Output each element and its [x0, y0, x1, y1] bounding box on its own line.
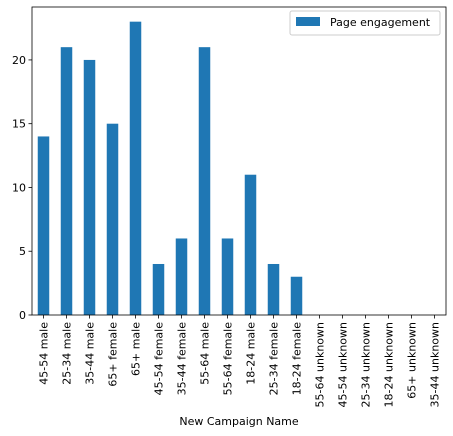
bar	[106, 123, 119, 315]
y-tick-label: 0	[19, 309, 26, 322]
y-axis: 0 5 10 15 20	[12, 54, 32, 322]
x-tick-label: 65+ female	[107, 322, 120, 387]
x-tick-label: 55-64 unknown	[314, 322, 327, 407]
x-tick-label: 55-64 female	[222, 322, 235, 396]
legend-swatch	[296, 17, 320, 26]
bar	[37, 136, 50, 315]
x-tick-label: 25-34 unknown	[360, 322, 373, 407]
bar	[129, 21, 142, 315]
x-tick-label: 18-24 female	[291, 322, 304, 396]
x-tick-label: 18-24 male	[245, 322, 258, 385]
x-axis: 45-54 male 25-34 male 35-44 male 65+ female…	[38, 315, 442, 407]
x-tick-label: 25-34 male	[61, 322, 74, 385]
x-tick-label: 45-54 female	[153, 322, 166, 396]
x-tick-label: 35-44 unknown	[429, 322, 442, 407]
x-tick-label: 18-24 unknown	[383, 322, 396, 407]
y-tick-label: 20	[12, 54, 26, 67]
x-tick-label: 55-64 male	[199, 322, 212, 385]
bar	[267, 263, 280, 315]
bar	[60, 47, 73, 316]
x-tick-label: 65+ unknown	[406, 322, 419, 399]
legend: Page engagement	[289, 10, 441, 36]
bar	[83, 59, 96, 316]
x-tick-label: 25-34 female	[268, 322, 281, 396]
legend-label: Page engagement	[330, 16, 431, 29]
x-tick-label: 45-54 unknown	[337, 322, 350, 407]
bar	[221, 238, 234, 315]
y-tick-label: 5	[19, 245, 26, 258]
bar	[290, 276, 303, 315]
bar	[198, 47, 211, 316]
y-tick-label: 10	[12, 181, 26, 194]
y-tick-label: 15	[12, 118, 26, 131]
bar	[175, 238, 188, 315]
x-tick-label: 65+ male	[130, 322, 143, 376]
x-axis-label: New Campaign Name	[179, 415, 299, 428]
legend-box	[289, 10, 441, 36]
x-tick-label: 35-44 male	[84, 322, 97, 385]
plot-frame	[31, 6, 447, 316]
bar	[244, 174, 257, 315]
plot-spines	[31, 6, 447, 316]
x-tick-label: 35-44 female	[176, 322, 189, 396]
x-tick-label: 45-54 male	[38, 322, 51, 385]
bars-layer	[37, 21, 303, 316]
bar	[152, 263, 165, 315]
